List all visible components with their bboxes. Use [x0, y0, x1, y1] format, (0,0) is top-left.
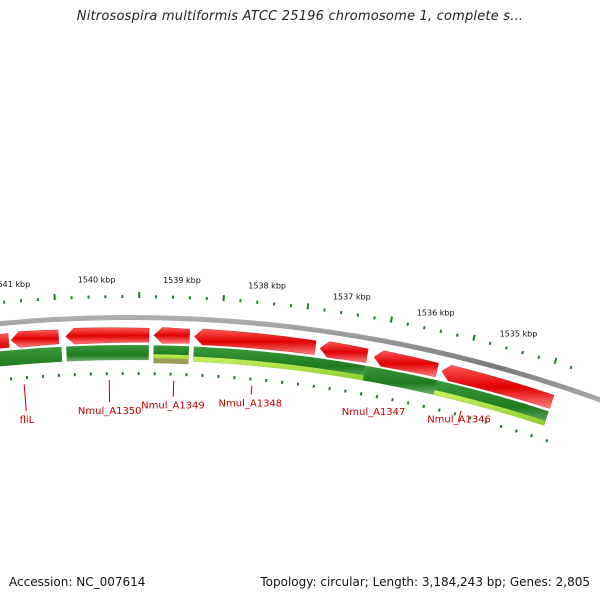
scale-tick — [499, 424, 503, 429]
gene-labels: fliL Nmul_A1350 Nmul_A1349 Nmul_A1348 Nmul_A… — [20, 380, 491, 426]
scale-label: 1535 kbp — [500, 329, 538, 338]
scale-tick — [521, 350, 525, 355]
misc-feature-block — [433, 390, 546, 426]
gene-leader-line — [172, 380, 175, 397]
scale-tick — [484, 420, 488, 424]
reverse-strand-track — [0, 345, 549, 426]
forward-cds-arrow — [65, 327, 150, 345]
scale-tick — [453, 412, 457, 416]
gene-label[interactable]: Nmul_A1347 — [342, 407, 406, 418]
scale-tick — [406, 401, 410, 405]
scale-tick — [468, 416, 472, 420]
gene-label[interactable]: Nmul_A1350 — [78, 406, 142, 417]
scale-tick — [422, 404, 426, 409]
gene-leader-line — [23, 384, 27, 412]
inner-scale — [9, 372, 549, 443]
scale-tick — [553, 357, 558, 365]
scale-tick — [514, 429, 518, 433]
scale-tick — [406, 322, 410, 326]
scale-tick — [545, 438, 549, 443]
forward-cds-arrow — [0, 333, 10, 349]
scale-label: 1539 kbp — [163, 276, 201, 285]
forward-cds-arrow — [441, 365, 555, 409]
forward-strand-track — [0, 327, 555, 409]
scale-tick — [373, 316, 376, 320]
scale-tick — [423, 326, 426, 330]
gene-label[interactable]: Nmul_A1346 — [427, 415, 491, 426]
scale-tick — [359, 392, 363, 396]
gene-label[interactable]: Nmul_A1348 — [219, 399, 283, 410]
scale-label: 1536 kbp — [417, 308, 455, 317]
forward-cds-arrow — [194, 328, 317, 355]
gene-leader-line — [457, 410, 462, 422]
scale-label: 1540 kbp — [78, 275, 116, 284]
forward-cds-arrow — [319, 341, 369, 363]
misc-feature-block — [193, 356, 364, 381]
map-title: Nitrosospira multiformis ATCC 25196 chro… — [76, 9, 524, 24]
scale-tick — [439, 329, 443, 334]
reverse-cds-block — [0, 346, 63, 367]
scale-tick — [472, 334, 476, 341]
misc-feature-block — [153, 358, 189, 365]
scale-tick — [537, 355, 541, 360]
reverse-cds-block — [66, 345, 149, 362]
gene-leader-line — [250, 385, 253, 395]
scale-tick — [488, 341, 492, 346]
genome-summary-text: Topology: circular; Length: 3,184,243 bp… — [260, 575, 590, 589]
scale-label: 1541 kbp — [0, 280, 30, 289]
scale-tick — [375, 395, 379, 399]
reverse-cds-block — [362, 365, 438, 395]
scale-tick — [505, 346, 508, 350]
scale-tick — [530, 434, 534, 438]
scale-tick — [569, 365, 573, 370]
forward-cds-arrow — [10, 329, 60, 348]
forward-cds-arrow — [373, 350, 439, 377]
accession-text: Accession: NC_007614 — [9, 575, 146, 589]
scale-tick — [306, 303, 310, 310]
scale-label: 1537 kbp — [333, 292, 371, 301]
gene-label[interactable]: Nmul_A1349 — [141, 401, 205, 412]
scale-tick — [438, 408, 441, 412]
gene-label[interactable]: fliL — [20, 415, 35, 426]
forward-cds-arrow — [153, 327, 191, 344]
scale-tick — [389, 316, 394, 323]
scale-label: 1538 kbp — [248, 282, 286, 291]
outer-scale: 1541 kbp 1540 kbp 1539 kbp 1538 kbp 1537 kbp… — [0, 275, 573, 370]
scale-tick — [455, 333, 459, 337]
scale-tick — [391, 398, 394, 402]
